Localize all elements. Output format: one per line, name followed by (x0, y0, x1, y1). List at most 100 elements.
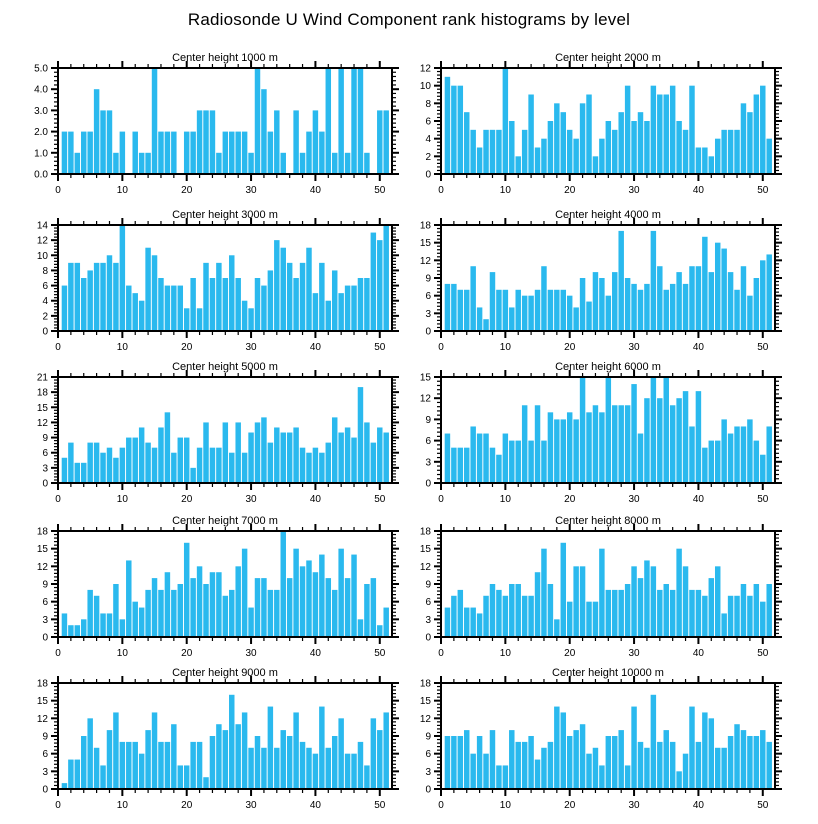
bar (151, 255, 158, 331)
x-tick-label: 30 (246, 800, 258, 811)
bar (650, 230, 657, 331)
bar (183, 765, 190, 789)
bar (451, 736, 457, 789)
bar (319, 131, 325, 174)
y-tick-label: 0.0 (34, 170, 48, 181)
y-tick-label: 0 (425, 170, 431, 181)
x-tick-label: 50 (757, 800, 769, 811)
bar (235, 422, 241, 483)
y-tick-label: 3 (425, 615, 431, 626)
bar (377, 110, 383, 174)
bar (637, 433, 644, 483)
y-tick-label: 12 (420, 714, 432, 725)
bar (299, 152, 306, 174)
y-tick-label: 9 (42, 433, 48, 444)
bar (721, 248, 727, 331)
bar (364, 765, 370, 789)
bar (383, 607, 389, 637)
bar (586, 753, 592, 789)
bar (138, 300, 145, 331)
bar (669, 405, 676, 483)
x-tick-label: 50 (757, 185, 769, 196)
subplot-title: Center height 4000 m (555, 209, 661, 221)
bar (586, 412, 592, 483)
bar (444, 736, 451, 789)
bar (496, 454, 502, 483)
bar (644, 283, 650, 331)
bar (586, 301, 592, 331)
bar (612, 736, 618, 789)
bar (476, 307, 483, 331)
x-tick-label: 0 (438, 800, 444, 811)
bar (312, 110, 319, 174)
bar (235, 724, 241, 789)
bar (515, 440, 521, 483)
bar (177, 437, 184, 483)
bar (145, 152, 151, 174)
subplot-5000m: Center height 5000 m 0 10 20 30 40 50 0 3 6 9 12 15 1… (8, 355, 400, 505)
bar (618, 112, 624, 174)
bar (547, 741, 554, 789)
bar (612, 272, 618, 331)
subplot-svg: Center height 4000 m 0 10 20 30 40 50 0 3 6 9 12 15 1… (420, 209, 782, 353)
bar (740, 426, 747, 483)
y-tick-label: 15 (420, 544, 432, 555)
x-tick-label: 50 (374, 185, 386, 196)
bar (183, 542, 190, 637)
bar (541, 266, 547, 331)
bar (528, 440, 534, 483)
bar (312, 447, 319, 483)
bar (663, 289, 669, 331)
bar (727, 272, 734, 331)
bar (470, 426, 476, 483)
y-tick-label: 10 (37, 251, 49, 262)
bar (241, 452, 248, 483)
bar (61, 613, 68, 637)
bar (229, 452, 235, 483)
bar (766, 254, 772, 331)
subplot-title: Center height 10000 m (552, 667, 664, 679)
bar (470, 607, 476, 637)
bar (702, 712, 708, 789)
bar (106, 613, 113, 637)
bar (682, 753, 689, 789)
chart-title: Radiosonde U Wind Component rank histogr… (187, 10, 631, 29)
y-tick-label: 2.0 (34, 127, 48, 138)
subplot-3000m: Center height 3000 m 0 10 20 30 40 50 0 2 4 6 8 10 12… (8, 203, 400, 353)
bar (344, 152, 351, 174)
bar (708, 440, 715, 483)
bar (554, 103, 560, 174)
subplot-4000m: Center height 4000 m 0 10 20 30 40 50 0 3 6 9 12 15 1… (391, 203, 783, 353)
bar (457, 85, 464, 174)
bar (509, 121, 515, 174)
bar (464, 289, 470, 331)
bar (502, 68, 509, 174)
y-tick-label: 18 (420, 527, 432, 538)
bar (351, 753, 357, 789)
bar (689, 85, 695, 174)
bar (377, 730, 383, 789)
bar (489, 129, 496, 174)
bar (695, 147, 702, 174)
bar (702, 147, 708, 174)
bar (274, 589, 280, 637)
subplot-title: Center height 9000 m (172, 667, 278, 679)
bar (209, 110, 216, 174)
y-tick-label: 6 (42, 281, 48, 292)
bar (592, 405, 599, 483)
bar (631, 283, 637, 331)
bar (87, 442, 93, 483)
bar (293, 427, 299, 483)
bar (280, 247, 286, 331)
bar (541, 548, 547, 637)
bar (509, 440, 515, 483)
bar (222, 131, 229, 174)
bar (637, 289, 644, 331)
bar (496, 129, 502, 174)
y-tick-label: 0 (425, 633, 431, 644)
bar (331, 152, 338, 174)
bar (740, 103, 747, 174)
bar (714, 138, 721, 174)
bar (483, 319, 489, 331)
bar (209, 572, 216, 637)
